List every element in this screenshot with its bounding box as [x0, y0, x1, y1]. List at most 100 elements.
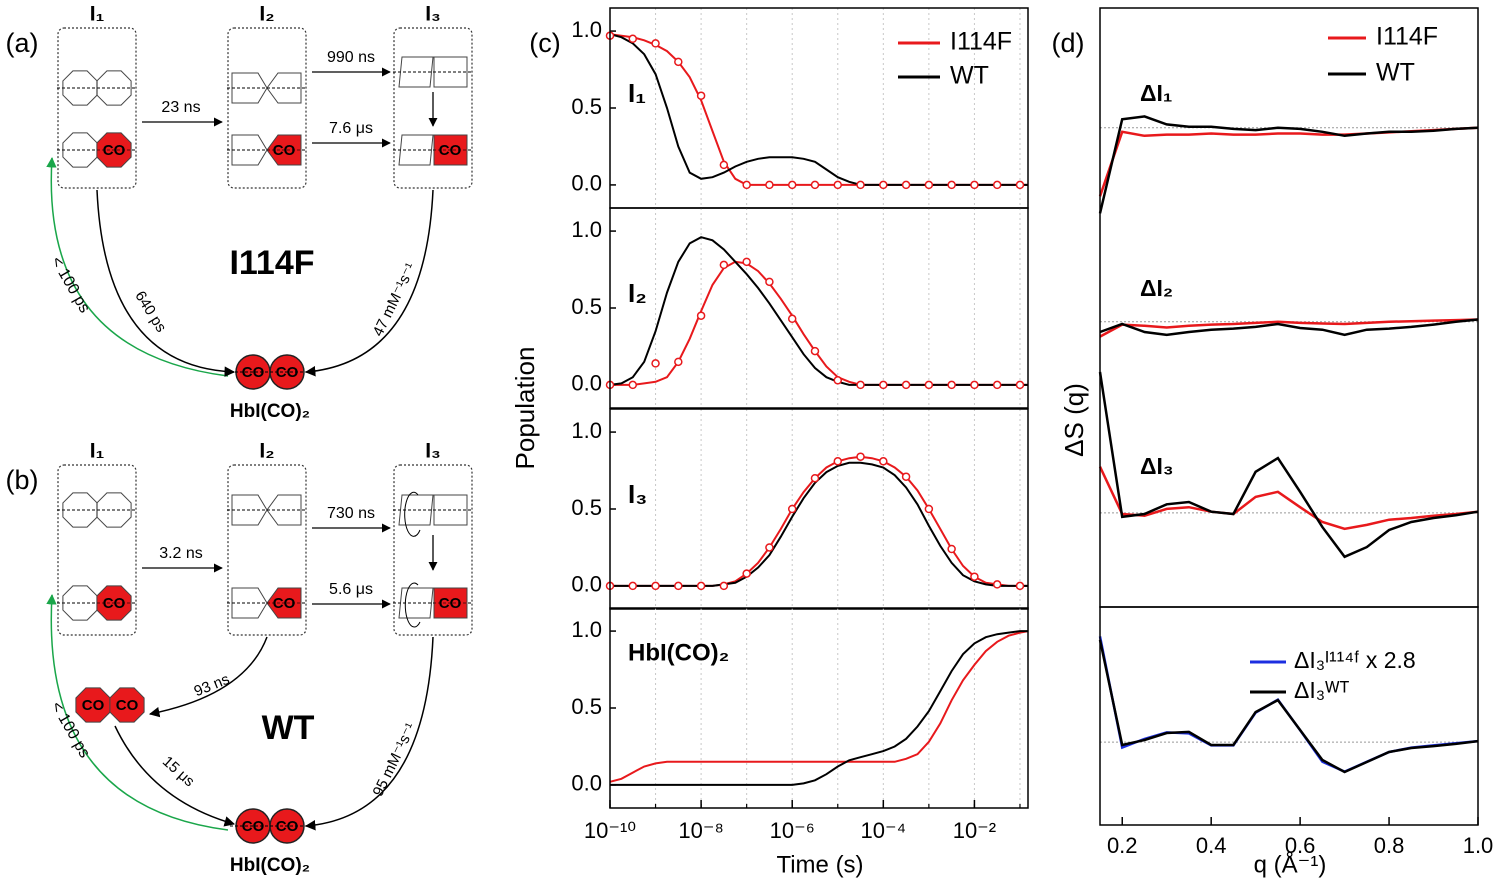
data-point [924, 504, 934, 514]
data-point [970, 380, 979, 390]
rate-label: 5.6 μs [329, 581, 373, 598]
x-axis-title: Time (s) [776, 851, 863, 878]
data-point [970, 572, 979, 581]
rate-label: 640 ps [131, 288, 169, 335]
rate-label: 15 μs [159, 753, 198, 790]
rate-label: < 100 ps [47, 254, 93, 316]
heme [398, 587, 434, 619]
heme [231, 494, 268, 526]
heme [398, 134, 434, 166]
panel-label: (b) [6, 465, 39, 495]
data-point [879, 380, 888, 390]
data-point [970, 180, 979, 190]
data-point [1015, 581, 1025, 591]
y-tick-label: 1.0 [571, 17, 602, 42]
data-point [856, 180, 865, 190]
rate-label: 95 mM⁻¹s⁻¹ [370, 720, 420, 799]
state-box [393, 464, 473, 636]
data-point [628, 380, 638, 390]
rate-label: 3.2 ns [159, 545, 203, 562]
data-point [674, 581, 683, 591]
heme [398, 56, 434, 88]
co-heme [109, 687, 145, 723]
data-point [833, 376, 843, 385]
panel-label: (d) [1052, 28, 1085, 58]
data-point [992, 180, 1002, 190]
data-line [609, 33, 1028, 186]
data-point [696, 91, 706, 100]
rotation-arrow [404, 491, 421, 537]
heme [433, 494, 468, 526]
data-point [992, 380, 1002, 390]
state-box [57, 27, 137, 189]
state-label: I₁ [90, 440, 105, 463]
state-label: I₃ [425, 440, 441, 463]
data-point [879, 457, 888, 466]
y-tick-label: 0.0 [571, 771, 602, 796]
y-tick-label: 1.0 [571, 418, 602, 443]
data-point [833, 180, 843, 190]
mutant-label: I114F [229, 244, 314, 282]
curve-label: ΔI₂ [1140, 275, 1173, 301]
heme [433, 56, 468, 88]
legend-label: WT [950, 62, 989, 90]
curved-arrow [304, 636, 434, 831]
x-tick-label: 10⁻⁴ [861, 818, 907, 843]
data-line [609, 630, 1029, 783]
data-point [1015, 380, 1025, 390]
co-label: CO [242, 364, 265, 381]
data-line [609, 236, 1028, 386]
curve-label: ΔI₁ [1140, 80, 1172, 106]
x-tick-label: 0.6 [1285, 833, 1316, 858]
data-point [992, 580, 1002, 589]
data-point [719, 260, 729, 270]
data-point [924, 180, 934, 190]
data-point [924, 380, 934, 390]
state-box [227, 464, 307, 636]
data-point [674, 57, 683, 67]
y-tick-label: 0.5 [571, 294, 602, 319]
data-line [1099, 318, 1479, 338]
x-tick-label: 0.2 [1107, 833, 1138, 858]
heme [62, 132, 98, 168]
data-line [610, 630, 1028, 786]
plot-frame [1099, 606, 1479, 826]
data-line [610, 455, 1028, 587]
heme [266, 494, 302, 526]
data-point [947, 544, 956, 554]
y-tick-label: 1.0 [571, 217, 602, 242]
y-tick-label: 0.5 [571, 495, 602, 520]
data-point [856, 452, 865, 461]
data-point [719, 581, 729, 591]
x-axis-title: q (Å⁻¹) [1254, 850, 1327, 878]
data-point [787, 180, 797, 190]
co-heme [75, 687, 111, 723]
x-tick-label: 0.4 [1196, 833, 1227, 858]
data-point [810, 180, 820, 190]
data-point [765, 180, 774, 190]
curved-arrow [46, 156, 229, 377]
data-line [1098, 636, 1479, 773]
heme [96, 492, 132, 528]
curved-arrow [304, 189, 434, 377]
rate-label: 93 ns [192, 671, 232, 701]
heme [62, 70, 98, 106]
heme [62, 585, 98, 621]
data-line [1098, 126, 1479, 197]
legend-label: I114F [1376, 23, 1438, 51]
heme [231, 587, 268, 619]
x-tick-label: 1.0 [1463, 833, 1494, 858]
state-label: I₂ [259, 3, 274, 26]
panel-label: (a) [6, 28, 39, 58]
product-label: HbI(CO)₂ [230, 855, 310, 876]
data-point [765, 277, 774, 287]
mutant-label: WT [262, 709, 315, 747]
heme [96, 70, 132, 106]
data-point [742, 257, 751, 267]
x-tick-label: 10⁻⁶ [770, 818, 815, 843]
curved-arrow [96, 189, 236, 377]
plot-frame [609, 607, 1029, 809]
plot-frame [609, 207, 1029, 409]
legend-label: ΔI₃ᵂᵀ [1294, 677, 1349, 703]
